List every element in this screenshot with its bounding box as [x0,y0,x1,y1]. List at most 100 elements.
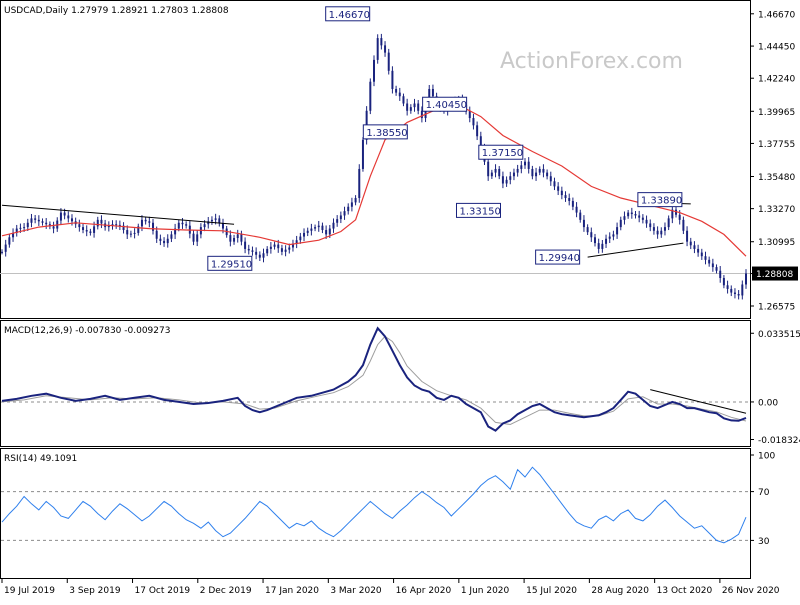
candle-body [244,241,247,249]
candle-body [630,212,633,215]
candle-body [700,252,703,257]
candle-body [148,221,151,223]
candle-body [380,38,383,46]
candle-body [126,230,129,235]
candle-body [535,172,538,177]
candle-body [266,248,269,254]
macd-y-axis: 0.033515 0.00 -0.018324 [750,330,800,446]
candle-body [472,118,475,126]
watermark: ActionForex.com [500,49,683,74]
candle-body [328,228,331,235]
x-tick-label: 17 Jan 2020 [265,586,319,596]
price-y-tick-label: 1.35480 [758,173,795,183]
x-axis: 19 Jul 2019 3 Sep 2019 17 Oct 2019 2 Dec 20… [1,579,780,596]
candle-body [34,218,37,220]
rsi-pane-border [0,448,751,579]
candle-body [693,245,696,249]
price-y-axis: 1.46670 1.44450 1.42240 1.39965 1.37755 1.354… [750,10,798,313]
candle-body [251,250,254,252]
candle-body [560,190,563,196]
candle-body [745,273,747,285]
x-tick-label: 17 Oct 2019 [135,586,191,596]
macd-y-tick-label: 0.00 [758,398,778,408]
price-callout-label: 1.46670 [329,10,370,21]
price-y-tick-label: 1.26575 [758,303,795,313]
candle-body [686,230,689,242]
candle-body [240,234,243,242]
rsi-y-tick-label: 30 [758,537,770,547]
rsi-y-axis: 100 70 30 [750,452,775,547]
candle-body [593,237,596,244]
x-tick-label: 19 Jul 2019 [4,586,55,596]
price-trendline [1,204,235,225]
candle-body [343,211,346,216]
price-y-tick-label: 1.30995 [758,238,795,248]
x-tick-label: 13 Oct 2020 [657,586,713,596]
price-y-tick-label: 1.33270 [758,205,795,215]
last-price-badge [752,266,798,281]
candle-body [262,253,265,258]
price-callout-label: 1.33890 [641,196,682,207]
price-y-tick-label: 1.39965 [758,108,795,118]
candle-body [428,88,431,104]
candle-body [111,224,114,226]
candle-body [144,219,147,222]
rsi-y-tick-label: 70 [758,488,770,498]
candle-body [571,200,574,207]
candle-body [163,240,166,244]
candle-body [586,227,589,233]
candle-body [531,168,534,177]
candle-body [479,136,482,148]
candle-body [67,215,70,219]
candle-body [704,256,707,260]
rsi-pane-title: RSI(14) 49.1091 [4,454,77,464]
candle-body [354,198,357,203]
candle-body [122,225,125,231]
candle-body [557,186,560,191]
candle-body [210,219,213,222]
macd-pane-border [0,320,751,447]
candle-body [288,247,291,250]
candle-body [93,226,96,233]
candle-body [697,248,700,253]
price-callout-label: 1.29940 [539,253,580,264]
candle-body [299,236,302,241]
candle-body [708,259,711,264]
candle-body [12,232,15,238]
candle-body [118,224,121,226]
candle-body [306,230,309,233]
candle-body [317,225,320,228]
price-callout-box [207,255,253,271]
candle-body [129,233,132,235]
candle-body [527,161,530,169]
candle-body [196,234,199,242]
x-tick-label: 3 Sep 2019 [69,586,121,596]
candle-body [689,241,692,246]
candle-body [269,246,272,249]
candle-body [741,284,744,296]
candle-body [229,235,232,242]
candle-body [133,232,136,234]
candle-body [678,214,681,220]
candle-body [509,176,512,180]
candle-body [4,244,7,252]
macd-lines [1,326,747,432]
candle-body [89,231,92,233]
price-pane-title: USDCAD,Daily 1.27979 1.28921 1.27803 1.2… [4,6,229,16]
candle-body [100,219,103,224]
price-callout-label: 1.33150 [459,206,500,217]
candle-body [715,267,718,271]
candle-body [82,227,85,231]
x-tick-label: 3 Mar 2020 [330,586,382,596]
macd-main-line [1,326,747,432]
candle-body [30,218,33,223]
candle-body [1,251,3,253]
candle-body [568,198,571,201]
candle-body [501,176,504,184]
candle-body [406,103,409,111]
candle-body [520,165,523,169]
price-callout-box [478,144,524,160]
candle-body [166,238,169,244]
candle-body [310,228,313,231]
